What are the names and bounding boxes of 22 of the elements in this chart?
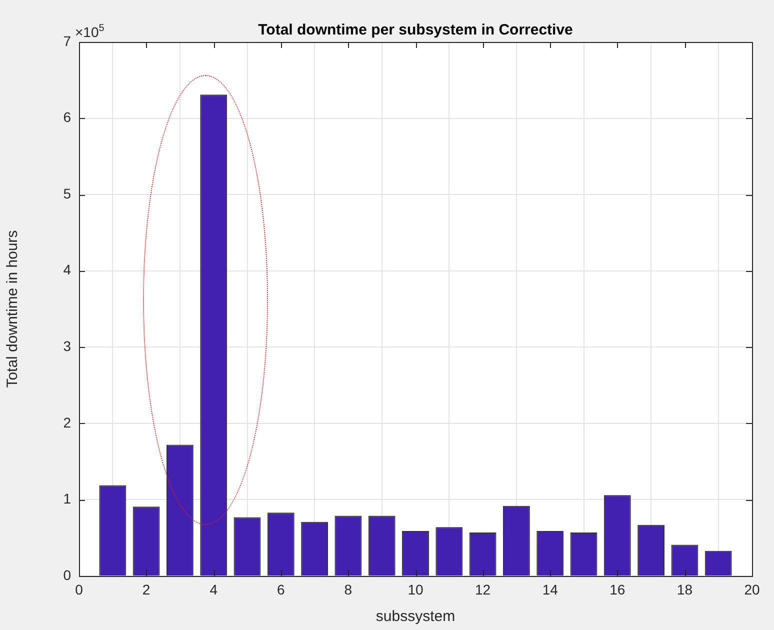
x-tick-label: 12 bbox=[475, 581, 491, 598]
y-tick-label: 5 bbox=[63, 185, 72, 202]
y-tick-label: 1 bbox=[63, 490, 72, 507]
y-tick-label: 7 bbox=[63, 32, 72, 49]
x-tick-label: 10 bbox=[408, 581, 424, 598]
x-tick-label: 18 bbox=[676, 581, 693, 598]
y-axis-title: Total downtime in hours bbox=[4, 230, 22, 388]
x-axis-title: subssystem bbox=[376, 608, 456, 626]
y-tick-label: 3 bbox=[63, 338, 72, 354]
y-tick-label: 0 bbox=[63, 566, 72, 583]
x-tick-label: 6 bbox=[277, 581, 285, 598]
y-tick-label: 2 bbox=[63, 414, 72, 430]
x-tick-label: 16 bbox=[610, 581, 626, 598]
y-tick-label: 6 bbox=[63, 109, 72, 126]
x-tick-label: 4 bbox=[210, 581, 218, 598]
x-tick-label: 0 bbox=[75, 581, 84, 598]
x-tick-label: 20 bbox=[744, 581, 760, 598]
y-tick-label: 4 bbox=[63, 262, 72, 278]
x-tick-label: 14 bbox=[542, 581, 558, 598]
x-tick-label: 8 bbox=[344, 581, 352, 598]
x-tick-label: 2 bbox=[142, 581, 150, 598]
chart-title: Total downtime per subsystem in Corrective bbox=[258, 22, 573, 39]
